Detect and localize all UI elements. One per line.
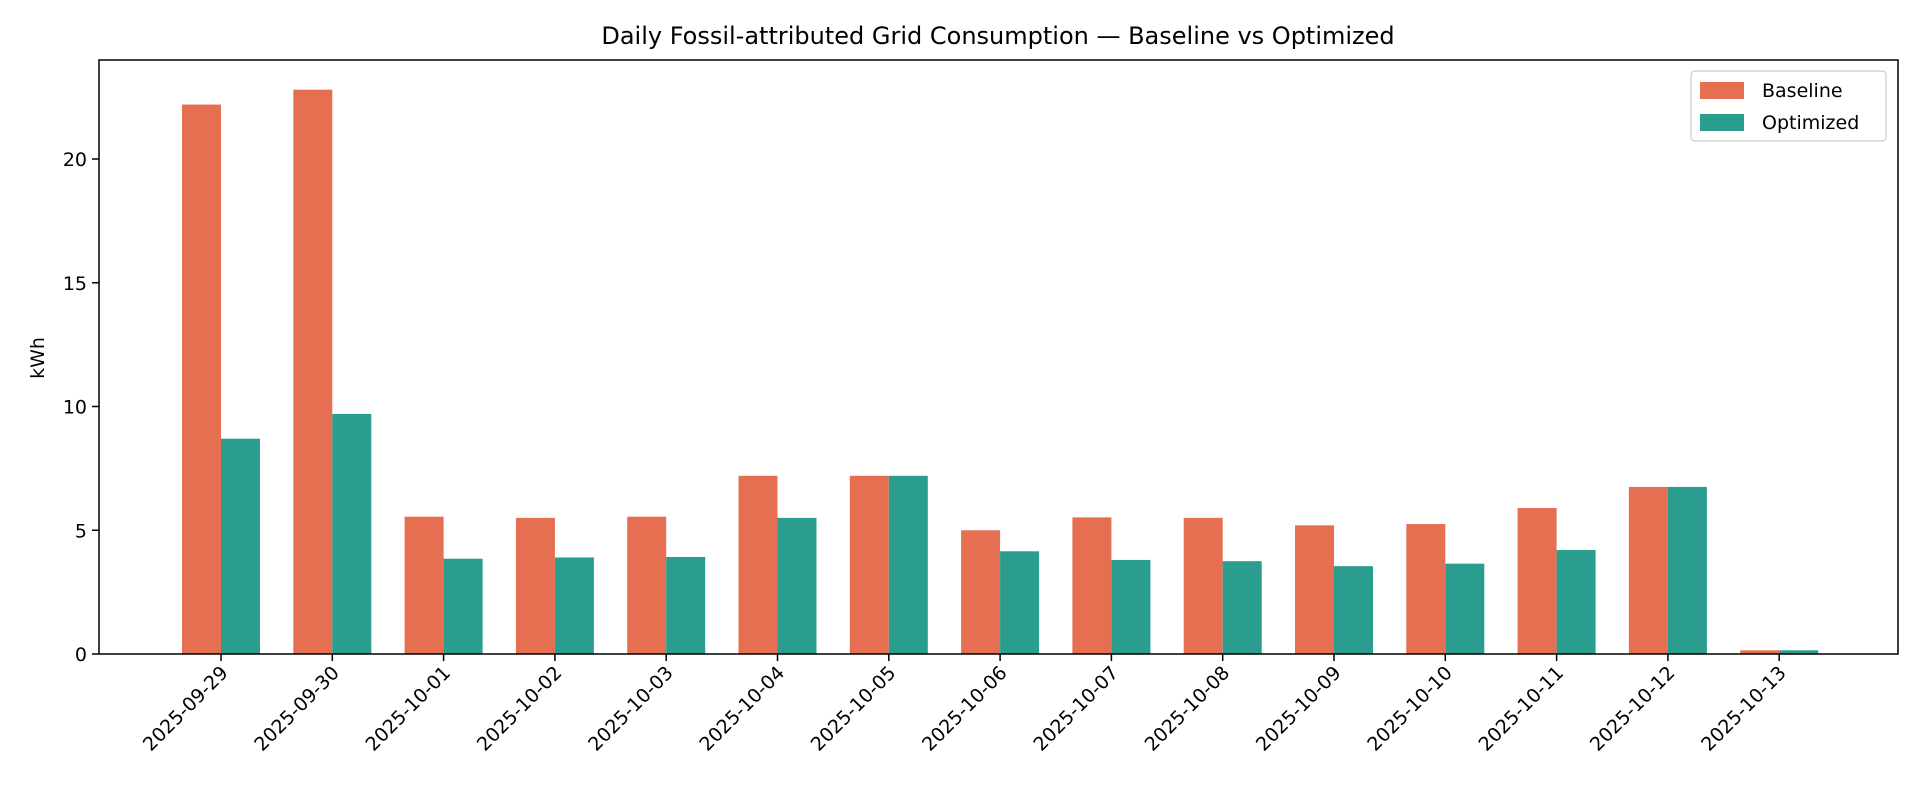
bar-baseline-2025-10-01 (404, 516, 444, 654)
x-tick-label: 2025-10-01 (361, 662, 455, 756)
bar-optimized-2025-10-01 (443, 558, 483, 654)
x-tick-label: 2025-10-09 (1252, 662, 1346, 756)
bar-baseline-2025-09-30 (293, 89, 333, 654)
bar-baseline-2025-10-13 (1740, 650, 1780, 654)
x-tick-label: 2025-09-29 (139, 662, 233, 756)
bar-optimized-2025-10-06 (1000, 551, 1040, 654)
x-axis: 2025-09-29 2025-09-30 2025-10-01 2025-10-02… (139, 654, 1791, 756)
bar-baseline-2025-10-12 (1628, 486, 1668, 654)
bar-optimized-2025-10-10 (1445, 563, 1485, 654)
legend-swatch-baseline (1700, 82, 1744, 99)
bar-optimized-2025-10-09 (1334, 566, 1373, 654)
bar-optimized-2025-10-04 (777, 517, 817, 655)
y-tick-label: 0 (75, 644, 87, 666)
x-tick-label: 2025-10-04 (695, 662, 789, 756)
y-tick-label: 15 (63, 273, 87, 295)
bar-baseline-2025-10-11 (1517, 507, 1557, 654)
legend-label-baseline: Baseline (1762, 80, 1843, 102)
x-tick-label: 2025-10-03 (584, 662, 678, 756)
bar-optimized-2025-10-11 (1556, 550, 1596, 654)
bar-optimized-2025-10-13 (1779, 650, 1819, 654)
x-tick-label: 2025-10-08 (1141, 662, 1235, 756)
legend-swatch-optimized (1700, 114, 1744, 131)
legend: Baseline Optimized (1690, 70, 1887, 142)
x-tick-label: 2025-10-12 (1586, 662, 1680, 756)
bar-optimized-2025-10-07 (1111, 559, 1151, 654)
x-tick-label: 2025-10-07 (1029, 662, 1123, 756)
x-tick-label: 2025-10-06 (918, 662, 1012, 756)
bar-baseline-2025-10-09 (1295, 525, 1334, 654)
y-axis-label: kWh (27, 337, 49, 379)
y-tick-label: 10 (63, 397, 87, 419)
bar-optimized-2025-09-30 (332, 413, 372, 654)
bar-optimized-2025-10-02 (554, 557, 594, 654)
chart-title: Daily Fossil-attributed Grid Consumption… (601, 22, 1394, 50)
y-axis: 0 5 10 15 20 (63, 149, 99, 666)
bar-baseline-2025-10-02 (515, 517, 555, 655)
y-tick-label: 5 (75, 520, 87, 542)
x-tick-label: 2025-10-02 (473, 662, 567, 756)
x-tick-label: 2025-10-10 (1363, 662, 1457, 756)
x-tick-label: 2025-10-05 (807, 662, 901, 756)
bar-baseline-2025-10-05 (849, 475, 889, 654)
x-tick-label: 2025-09-30 (250, 662, 344, 756)
x-tick-label: 2025-10-13 (1697, 662, 1791, 756)
y-tick-label: 20 (63, 149, 87, 171)
bar-baseline-2025-10-10 (1406, 524, 1446, 654)
bar-baseline-2025-10-06 (961, 530, 1001, 654)
legend-label-optimized: Optimized (1762, 112, 1859, 134)
x-tick-label: 2025-10-11 (1474, 662, 1568, 756)
bar-baseline-2025-10-07 (1072, 517, 1112, 654)
bar-optimized-2025-10-03 (666, 556, 706, 654)
bar-baseline-2025-10-04 (738, 475, 778, 654)
bar-optimized-2025-10-08 (1222, 561, 1262, 654)
bars-group (182, 89, 1819, 655)
bar-baseline-2025-10-08 (1183, 517, 1223, 655)
bar-optimized-2025-10-05 (888, 475, 928, 654)
plot-frame (98, 59, 1899, 655)
bar-baseline-2025-09-29 (182, 104, 221, 655)
bar-optimized-2025-10-12 (1667, 486, 1707, 654)
bar-baseline-2025-10-03 (627, 516, 667, 654)
bar-optimized-2025-09-29 (221, 438, 260, 654)
